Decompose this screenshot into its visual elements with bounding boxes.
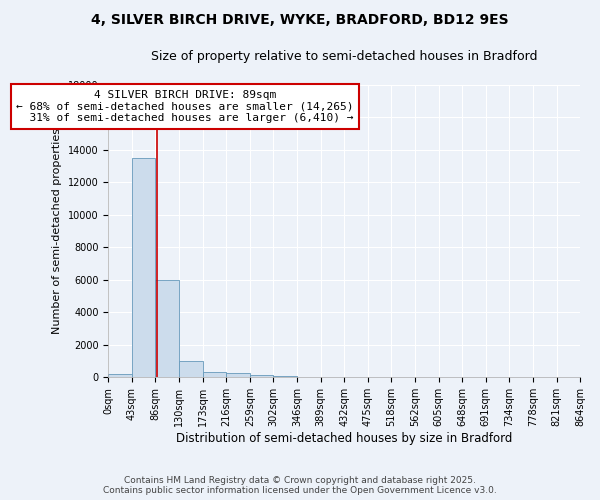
Bar: [203, 372, 226, 378]
Y-axis label: Number of semi-detached properties: Number of semi-detached properties: [52, 128, 62, 334]
Bar: [250, 375, 273, 378]
Bar: [226, 372, 250, 378]
Bar: [297, 376, 321, 378]
X-axis label: Distribution of semi-detached houses by size in Bradford: Distribution of semi-detached houses by …: [176, 432, 512, 445]
Title: Size of property relative to semi-detached houses in Bradford: Size of property relative to semi-detach…: [151, 50, 538, 63]
Bar: [132, 158, 155, 378]
Text: Contains HM Land Registry data © Crown copyright and database right 2025.
Contai: Contains HM Land Registry data © Crown c…: [103, 476, 497, 495]
Bar: [179, 361, 203, 378]
Bar: [155, 280, 179, 378]
Bar: [273, 376, 297, 378]
Text: 4, SILVER BIRCH DRIVE, WYKE, BRADFORD, BD12 9ES: 4, SILVER BIRCH DRIVE, WYKE, BRADFORD, B…: [91, 12, 509, 26]
Text: 4 SILVER BIRCH DRIVE: 89sqm
← 68% of semi-detached houses are smaller (14,265)
 : 4 SILVER BIRCH DRIVE: 89sqm ← 68% of sem…: [16, 90, 353, 123]
Bar: [109, 374, 132, 378]
